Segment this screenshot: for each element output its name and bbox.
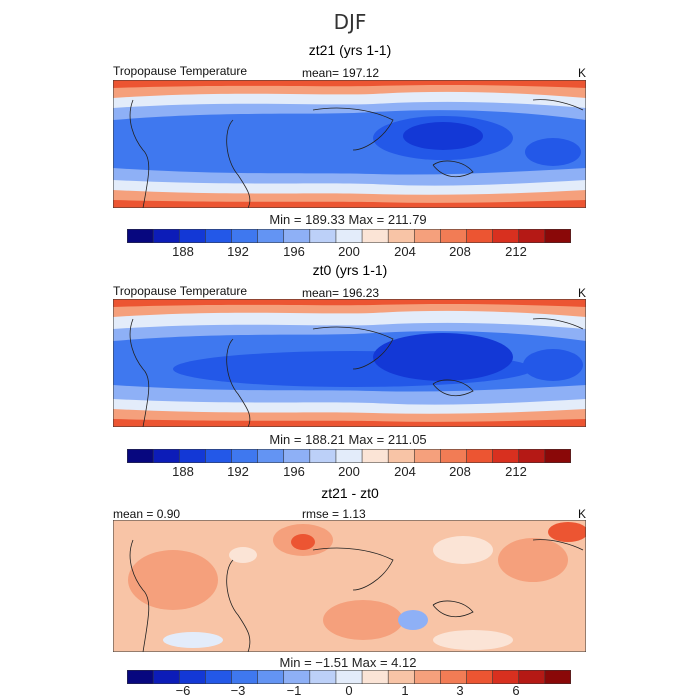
colorbar-segment (335, 670, 363, 684)
panel-2-tick: 204 (394, 464, 416, 479)
colorbar-segment (178, 670, 207, 684)
panel-1-map (113, 80, 586, 208)
colorbar-segment (361, 670, 389, 684)
panel-1-colorbar (127, 229, 571, 243)
colorbar-segment (231, 229, 259, 243)
panel-3-rmse: rmse = 1.13 (302, 507, 366, 521)
colorbar-segment (283, 229, 311, 243)
colorbar-segment (257, 449, 285, 463)
colorbar-segment (283, 449, 311, 463)
panel-2-tick: 192 (227, 464, 249, 479)
colorbar-segment (335, 449, 363, 463)
colorbar-segment (231, 670, 259, 684)
panel-3-tick: −3 (230, 683, 246, 698)
colorbar-segment (544, 670, 571, 684)
panel-1-tick: 196 (283, 244, 305, 259)
panel-2-tick: 188 (172, 464, 194, 479)
panel-1-tick: 204 (394, 244, 416, 259)
panel-2-minmax: Min = 188.21 Max = 211.05 (269, 432, 427, 447)
colorbar-segment (257, 229, 285, 243)
panel-1-variable: Tropopause Temperature (113, 64, 248, 78)
colorbar-segment (466, 229, 494, 243)
panel-2-tick: 208 (449, 464, 471, 479)
colorbar-segment (440, 670, 468, 684)
colorbar-segment (413, 670, 442, 684)
colorbar-segment (361, 229, 389, 243)
colorbar-segment (309, 670, 337, 684)
panel-1-tick: 200 (338, 244, 360, 259)
panel-1-tick: 212 (505, 244, 527, 259)
colorbar-segment (440, 229, 468, 243)
colorbar-segment (152, 229, 181, 243)
colorbar-segment (387, 670, 416, 684)
colorbar-segment (152, 449, 181, 463)
panel-2-ticks: 188 192 196 200 204 208 212 (0, 464, 700, 480)
panel-2-colorbar (127, 449, 571, 463)
colorbar-segment (178, 449, 207, 463)
panel-1-tick: 208 (449, 244, 471, 259)
panel-3-unit: K (578, 507, 587, 521)
colorbar-segment (387, 229, 416, 243)
colorbar-segment (466, 670, 494, 684)
figure-title: DJF (333, 10, 367, 34)
panel-3-ticks: −6 −3 −1 0 1 3 6 (0, 683, 700, 699)
panel-1-tick: 188 (172, 244, 194, 259)
colorbar-segment (492, 449, 520, 463)
panel-1-minmax: Min = 189.33 Max = 211.79 (269, 212, 427, 227)
panel-3-colorbar (127, 670, 571, 684)
panel-2-tick: 196 (283, 464, 305, 479)
colorbar-segment (283, 670, 311, 684)
panel-2-variable: Tropopause Temperature (113, 284, 248, 298)
panel-2-mean: mean= 196.23 (302, 286, 380, 300)
panel-1-ticks: 188 192 196 200 204 208 212 (0, 244, 700, 260)
colorbar-segment (492, 229, 520, 243)
colorbar-segment (127, 449, 154, 463)
panel-3-tick: 3 (456, 683, 464, 698)
panel-3-tick: −1 (286, 683, 302, 698)
panel-3-title: zt21 - zt0 (321, 485, 379, 501)
panel-2-title: zt0 (yrs 1-1) (312, 262, 388, 278)
colorbar-segment (178, 229, 207, 243)
colorbar-segment (205, 670, 233, 684)
colorbar-segment (257, 670, 285, 684)
panel-3-map (113, 520, 586, 652)
colorbar-segment (361, 449, 389, 463)
colorbar-segment (440, 449, 468, 463)
colorbar-segment (544, 449, 571, 463)
colorbar-segment (231, 449, 259, 463)
colorbar-segment (413, 229, 442, 243)
colorbar-segment (205, 229, 233, 243)
colorbar-segment (387, 449, 416, 463)
colorbar-segment (518, 670, 546, 684)
panel-2-tick: 212 (505, 464, 527, 479)
colorbar-segment (309, 449, 337, 463)
panel-3-tick: −6 (175, 683, 191, 698)
panel-3-tick: 1 (401, 683, 409, 698)
colorbar-segment (127, 670, 154, 684)
colorbar-segment (466, 449, 494, 463)
colorbar-segment (335, 229, 363, 243)
colorbar-segment (492, 670, 520, 684)
panel-2-tick: 200 (338, 464, 360, 479)
panel-1-mean: mean= 197.12 (302, 66, 380, 80)
panel-1-unit: K (578, 66, 587, 80)
colorbar-segment (544, 229, 571, 243)
panel-3-tick: 0 (345, 683, 353, 698)
colorbar-segment (127, 229, 154, 243)
panel-3-minmax: Min = −1.51 Max = 4.12 (279, 655, 417, 670)
panel-2-map (113, 299, 586, 427)
colorbar-segment (205, 449, 233, 463)
panel-1-tick: 192 (227, 244, 249, 259)
colorbar-segment (413, 449, 442, 463)
colorbar-segment (518, 229, 546, 243)
panel-3-mean: mean = 0.90 (113, 507, 181, 521)
panel-1-title: zt21 (yrs 1-1) (308, 42, 392, 58)
colorbar-segment (518, 449, 546, 463)
panel-3-tick: 6 (512, 683, 520, 698)
panel-2-unit: K (578, 286, 587, 300)
colorbar-segment (152, 670, 181, 684)
colorbar-segment (309, 229, 337, 243)
